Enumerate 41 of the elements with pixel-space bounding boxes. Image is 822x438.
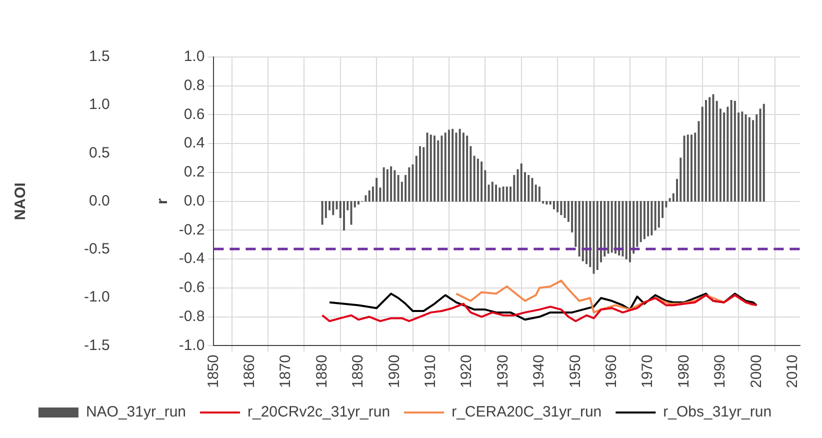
- y2-axis-title: NAOI: [12, 182, 30, 220]
- y-axis-title: r: [154, 198, 171, 204]
- y-tick-label: -0.4: [178, 250, 205, 268]
- y2-tick-label: 1.0: [88, 96, 110, 114]
- y-tick-label: 0.4: [184, 134, 205, 152]
- x-tick-label: 1990: [712, 354, 729, 388]
- x-tick-label: 1910: [422, 354, 440, 388]
- x-tick-label: 1950: [566, 354, 584, 388]
- x-tick-label: 2010: [784, 354, 801, 388]
- y2-tick-label: -1.0: [84, 288, 110, 306]
- y-tick-label: -0.6: [178, 279, 205, 296]
- x-tick-label: 2000: [748, 354, 765, 388]
- x-tick-label: 1980: [675, 354, 692, 388]
- y2-tick-label: 0.0: [88, 192, 110, 210]
- y-tick-label: -1.0: [178, 336, 205, 354]
- x-tick-label: 1870: [277, 354, 294, 388]
- x-tick-label: 1860: [241, 354, 258, 388]
- y2-tick-label: 1.5: [88, 48, 110, 66]
- y2-tick-label: -1.5: [84, 336, 110, 354]
- x-tick-label: 1930: [494, 354, 512, 388]
- x-tick-label: 1970: [639, 354, 656, 388]
- x-tick-label: 1940: [530, 354, 548, 388]
- x-tick-label: 1920: [458, 354, 476, 388]
- y-tick-label: 0.2: [184, 164, 205, 181]
- y-tick-label: -0.2: [178, 221, 205, 238]
- legend-label: NAO_31yr_run: [86, 404, 186, 421]
- x-tick-label: 1890: [350, 354, 367, 388]
- x-tick-label: 1960: [603, 354, 620, 388]
- x-tick-label: 1880: [313, 354, 330, 388]
- y-tick-label: 0.8: [184, 77, 205, 94]
- x-tick-label: 1900: [386, 354, 403, 388]
- legend-label: r_20CRv2c_31yr_run: [248, 404, 390, 421]
- legend-label: r_Obs_31yr_run: [663, 404, 772, 421]
- y-tick-label: 1.0: [184, 48, 205, 66]
- x-tick-label: 1850: [204, 354, 222, 388]
- y-tick-label: 0.6: [184, 106, 205, 123]
- y2-tick-label: 0.5: [88, 144, 110, 162]
- y-tick-label: -0.8: [178, 308, 205, 325]
- legend-label: r_CERA20C_31yr_run: [452, 404, 602, 421]
- y-tick-label: 0.0: [184, 192, 205, 210]
- y2-tick-label: -0.5: [84, 240, 110, 258]
